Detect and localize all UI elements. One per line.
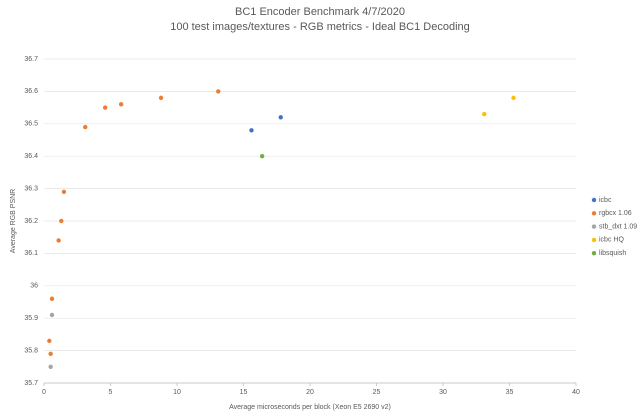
point <box>482 111 487 117</box>
legend-label: stb_dxt 1.09 <box>599 223 637 230</box>
point <box>49 296 55 301</box>
y-tick-label: 35.8 <box>24 347 38 354</box>
point <box>102 105 108 110</box>
legend-marker <box>591 237 597 243</box>
point <box>118 102 124 107</box>
point <box>48 364 53 369</box>
y-tick-label: 36.1 <box>24 250 38 257</box>
x-tick-label: 0 <box>42 389 46 396</box>
x-tick-label: 15 <box>240 389 248 396</box>
legend-marker <box>591 211 597 216</box>
chart-title: BC1 Encoder Benchmark 4/7/2020 <box>235 6 405 18</box>
x-tick-label: 10 <box>173 389 181 396</box>
point <box>47 338 52 344</box>
x-axis-label: Average microseconds per block (Xeon E5 … <box>229 404 391 411</box>
legend-label: icbc HQ <box>599 237 624 244</box>
point <box>216 89 221 94</box>
x-tick-label: 5 <box>109 389 113 396</box>
point <box>59 218 64 224</box>
x-tick-label: 20 <box>306 389 314 396</box>
point <box>83 124 88 130</box>
point <box>511 95 516 101</box>
point <box>56 238 61 243</box>
legend-marker <box>591 251 597 256</box>
y-tick-label: 36 <box>30 283 38 290</box>
legend-marker <box>591 197 597 203</box>
point <box>249 128 254 133</box>
chart-subtitle: 100 test images/textures - RGB metrics -… <box>170 21 470 33</box>
legend-marker <box>591 224 597 229</box>
point <box>278 115 283 120</box>
y-tick-label: 36.6 <box>24 88 38 95</box>
y-tick-label: 36.2 <box>24 218 38 225</box>
x-tick-label: 40 <box>572 389 580 396</box>
legend-label: rgbcx 1.06 <box>599 210 632 217</box>
legend-label: icbc <box>599 197 612 204</box>
y-tick-label: 36.4 <box>24 153 38 160</box>
point <box>49 312 55 318</box>
y-tick-label: 36.7 <box>24 56 38 63</box>
point <box>158 95 164 101</box>
x-tick-label: 35 <box>506 389 514 396</box>
x-tick-label: 30 <box>439 389 447 396</box>
point <box>259 154 265 159</box>
y-tick-label: 36.3 <box>24 185 38 192</box>
point <box>61 189 67 195</box>
y-tick-label: 35.9 <box>24 315 38 322</box>
y-tick-label: 36.5 <box>24 121 38 128</box>
y-axis-label: Average RGB PSNR <box>10 189 17 253</box>
x-tick-label: 25 <box>373 389 381 396</box>
legend-label: libsquish <box>599 250 626 257</box>
point <box>48 351 53 357</box>
y-tick-label: 35.7 <box>24 380 38 387</box>
